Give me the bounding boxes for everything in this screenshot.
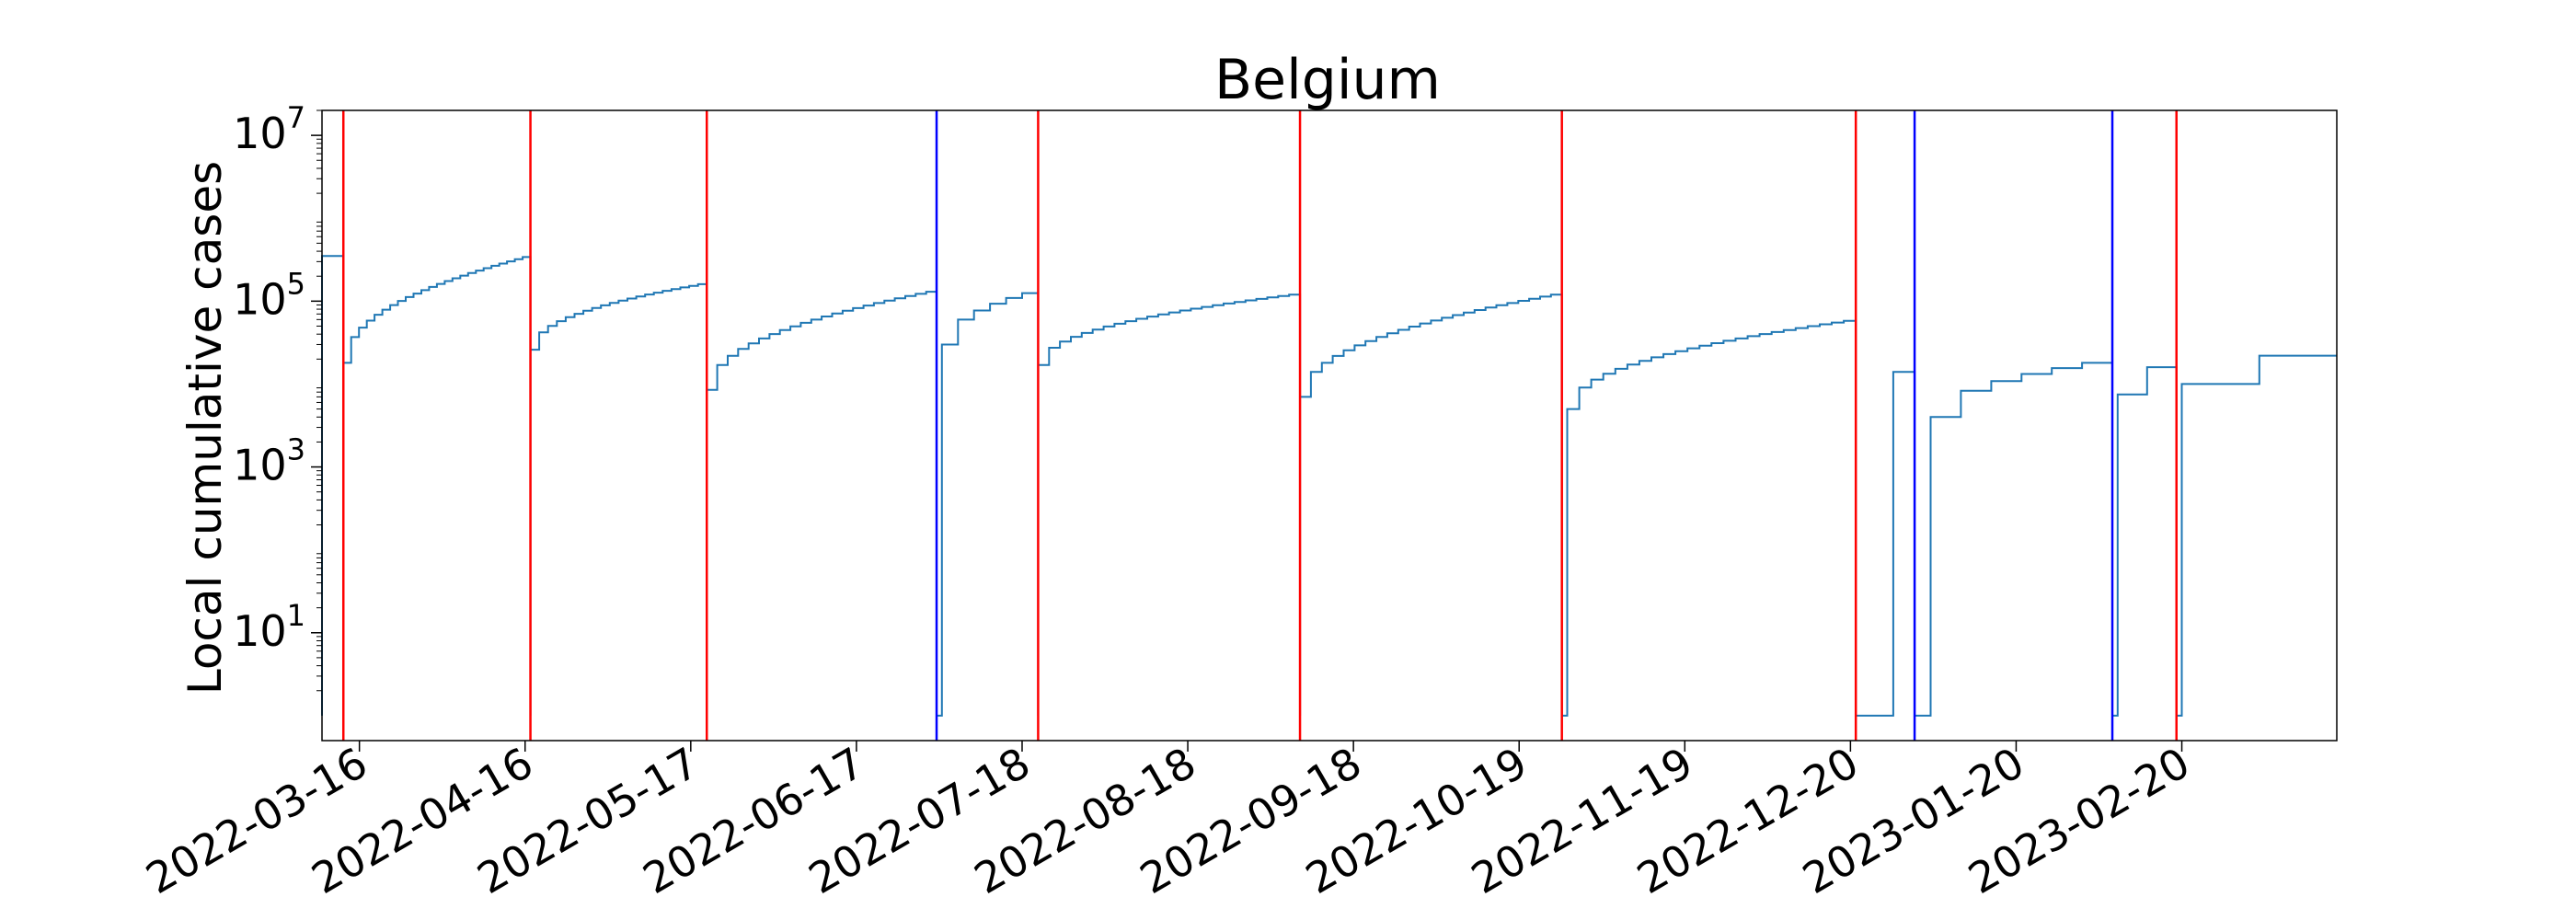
y-tick-label: 103 (233, 432, 305, 490)
plot-area (321, 110, 2337, 741)
series-line (321, 255, 2337, 717)
plot-frame (321, 109, 2338, 742)
y-tick-label: 101 (233, 598, 305, 656)
y-tick-label: 107 (233, 100, 305, 158)
y-axis-label: Local cumulative cases (178, 161, 232, 695)
y-tick-label: 105 (233, 266, 305, 324)
chart-title: Belgium (1214, 48, 1441, 112)
